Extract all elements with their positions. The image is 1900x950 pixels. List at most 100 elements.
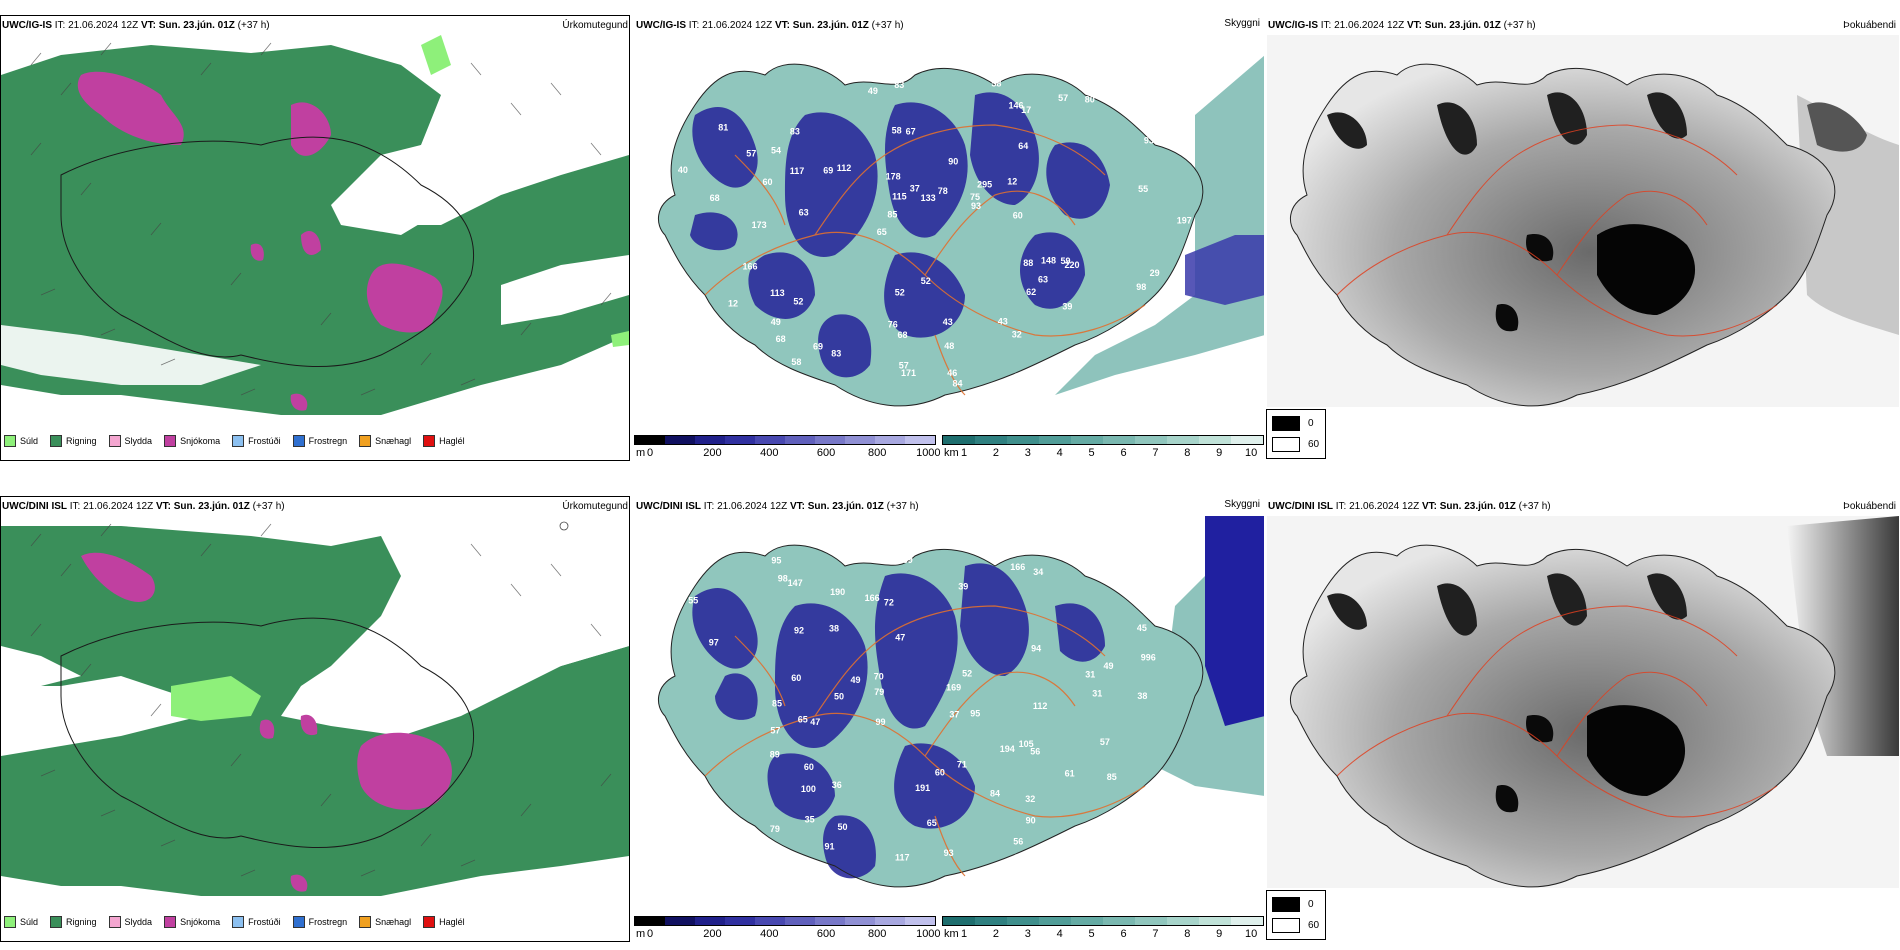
cloud-base-label: 31 (1085, 670, 1095, 680)
cloud-base-label: 220 (1064, 260, 1079, 270)
legend-item-snaehagl: Snæhagl (359, 916, 411, 928)
cloud-base-label: 170 (886, 75, 901, 85)
cloud-base-label: 166 (865, 593, 880, 603)
cloud-base-labels: 32 72 36 61 100 95 89 60 49 191 79 38 70 65 91 65 57 71 60… (688, 555, 1156, 862)
panel-header: UWC/IG-IS IT: 21.06.2024 12Z VT: Sun. 23… (1268, 20, 1898, 34)
scale-swatch (1231, 436, 1263, 444)
cloud-base-label: 45 (1137, 623, 1147, 633)
cloud-base-label: 50 (837, 822, 847, 832)
cloud-base-label: 84 (952, 379, 962, 389)
cloud-base-label: 98 (1136, 282, 1146, 292)
lead-time: (+37 h) (886, 501, 919, 512)
legend-item-haglel: Haglél (423, 435, 465, 447)
legend-item-frostudi: Frostúði (232, 435, 281, 447)
visibility-ticks: 1 2 3 4 5 6 7 8 9 10 (961, 928, 1257, 942)
tick-label: 3 (1024, 928, 1031, 940)
valid-time: Sun. 23.jún. 01Z (1424, 20, 1501, 31)
fog-index-map (1267, 35, 1899, 407)
precip-type-panel: UWC/DINI ISL IT: 21.06.2024 12Z VT: Sun.… (0, 496, 632, 946)
cloud-base-label: 84 (990, 789, 1000, 799)
swatch (423, 916, 436, 928)
vt-label: VT: (789, 501, 805, 512)
cloud-base-ticks: 0 200 400 600 800 1000 (647, 928, 941, 942)
cloud-base-label: 60 (935, 768, 945, 778)
scale-swatch (695, 436, 725, 444)
cloud-base-label: 47 (895, 633, 905, 643)
scale-swatch (845, 917, 875, 925)
row-ig-is: UWC/IG-IS IT: 21.06.2024 12Z VT: Sun. 23… (0, 15, 1900, 465)
tick-label: 2 (992, 928, 999, 940)
cloud-base-label: 148 (1041, 256, 1056, 266)
scale-swatch (635, 436, 665, 444)
panel-header: UWC/DINI ISL IT: 21.06.2024 12Z VT: Sun.… (2, 501, 630, 515)
tick-label: 4 (1056, 928, 1063, 940)
legend-label: Frostúði (248, 436, 281, 446)
visibility-unit: km (944, 928, 959, 940)
panel-header: UWC/DINI ISL IT: 21.06.2024 12Z VT: Sun.… (636, 499, 1262, 515)
cloud-base-label: 54 (771, 146, 781, 156)
cloud-base-label: 92 (794, 626, 804, 636)
cloud-base-label: 59 (1060, 256, 1070, 266)
panel-title: Þokuábendi (1843, 20, 1896, 31)
scale-swatch (905, 436, 935, 444)
legend-item-rigning: Rigning (50, 916, 97, 928)
valid-time: Sun. 23.jún. 01Z (792, 20, 869, 31)
cloud-base-unit: m (636, 928, 646, 940)
swatch (50, 435, 63, 447)
cloud-base-label: 83 (831, 349, 841, 359)
cloud-base-label: 35 (805, 814, 815, 824)
legend-label: Snæhagl (375, 436, 412, 446)
scale-swatch (905, 917, 935, 925)
cloud-base-label: 197 (1177, 216, 1192, 226)
fog-key-swatch (1272, 416, 1300, 431)
cloud-base-label: 31 (1092, 689, 1102, 699)
scale-swatch (1231, 917, 1263, 925)
vt-label: VT: (140, 20, 156, 31)
scale-swatch (1039, 917, 1071, 925)
cloud-base-unit: m (636, 447, 646, 459)
tick-label: 7 (1152, 928, 1159, 940)
init-time: 21.06.2024 12Z (68, 20, 139, 31)
valid-time: Sun. 23.jún. 01Z (173, 501, 250, 512)
swatch (359, 435, 372, 447)
cloud-base-label: 57 (1058, 93, 1068, 103)
it-label: IT: (688, 20, 700, 31)
cloud-base-label: 63 (799, 207, 809, 217)
model-name: UWC/IG-IS (2, 20, 52, 31)
swatch (292, 916, 305, 928)
cloud-base-label: 56 (1013, 836, 1023, 846)
cloud-base-label: 17 (1021, 105, 1031, 115)
vt-label: VT: (1406, 20, 1422, 31)
cloud-base-label: 112 (837, 163, 852, 173)
cloud-base-label: 83 (894, 80, 904, 90)
fog-key-swatch (1272, 437, 1300, 452)
fog-index-panel: UWC/IG-IS IT: 21.06.2024 12Z VT: Sun. 23… (1266, 15, 1900, 465)
cloud-base-label: 57 (770, 725, 780, 735)
cloud-base-label: 81 (718, 123, 728, 133)
legend-label: Rigning (66, 917, 97, 927)
scale-swatch (1103, 917, 1135, 925)
cloud-base-label: 147 (788, 578, 803, 588)
cloud-base-label: 76 (888, 319, 898, 329)
cloud-base-label: 37 (910, 184, 920, 194)
fog-key-row: 0 (1272, 897, 1314, 912)
legend-item-frostregn: Frostregn (292, 916, 347, 928)
fog-key-row: 0 (1272, 416, 1314, 431)
cloud-base-label: 62 (1026, 287, 1036, 297)
swatch (164, 916, 177, 928)
cloud-base-label: 43 (998, 316, 1008, 326)
fog-key-swatch (1272, 897, 1300, 912)
cloud-base-label: 115 (892, 192, 907, 202)
scale-swatch (1135, 436, 1167, 444)
tick-label: 200 (703, 928, 722, 940)
lead-time: (+37 h) (1518, 501, 1551, 512)
scale-swatch (943, 917, 975, 925)
cloud-base-label: 80 (1085, 95, 1095, 105)
tick-label: 1 (960, 447, 968, 459)
legend-label: Snjókoma (180, 436, 221, 446)
cloud-base-label: 171 (901, 368, 916, 378)
scale-swatch (943, 436, 975, 444)
it-label: IT: (1320, 20, 1332, 31)
cloud-base-label: 113 (770, 288, 785, 298)
tick-label: 800 (868, 928, 887, 940)
